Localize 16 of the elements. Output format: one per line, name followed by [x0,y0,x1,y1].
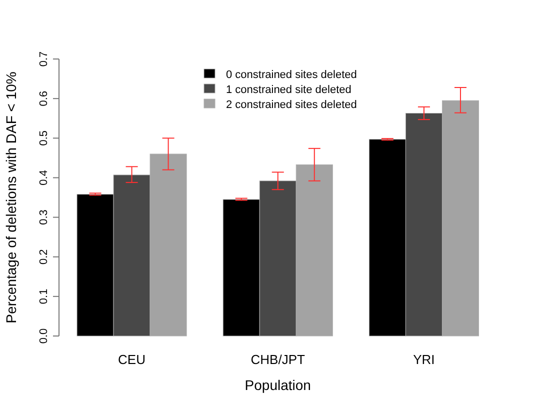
y-tick-label: 0.2 [38,249,50,265]
y-tick-label: 0.7 [38,51,50,67]
x-tick-label: YRI [413,352,435,367]
y-tick-label: 0.6 [38,90,50,106]
x-axis-title: Population [244,377,311,393]
legend-label: 1 constrained site deleted [226,84,352,96]
y-tick-label: 0.0 [38,328,50,344]
legend-label: 0 constrained sites deleted [226,69,357,81]
y-tick-label: 0.4 [38,170,50,186]
y-axis-title: Percentage of deletions with DAF < 10% [3,72,19,324]
x-tick-label: CHB/JPT [250,352,306,367]
legend-label: 2 constrained sites deleted [226,99,357,111]
y-tick-label: 0.3 [38,210,50,225]
y-tick-label: 0.5 [38,130,50,146]
x-tick-label: CEU [118,352,146,367]
y-tick-label: 0.1 [38,288,50,304]
